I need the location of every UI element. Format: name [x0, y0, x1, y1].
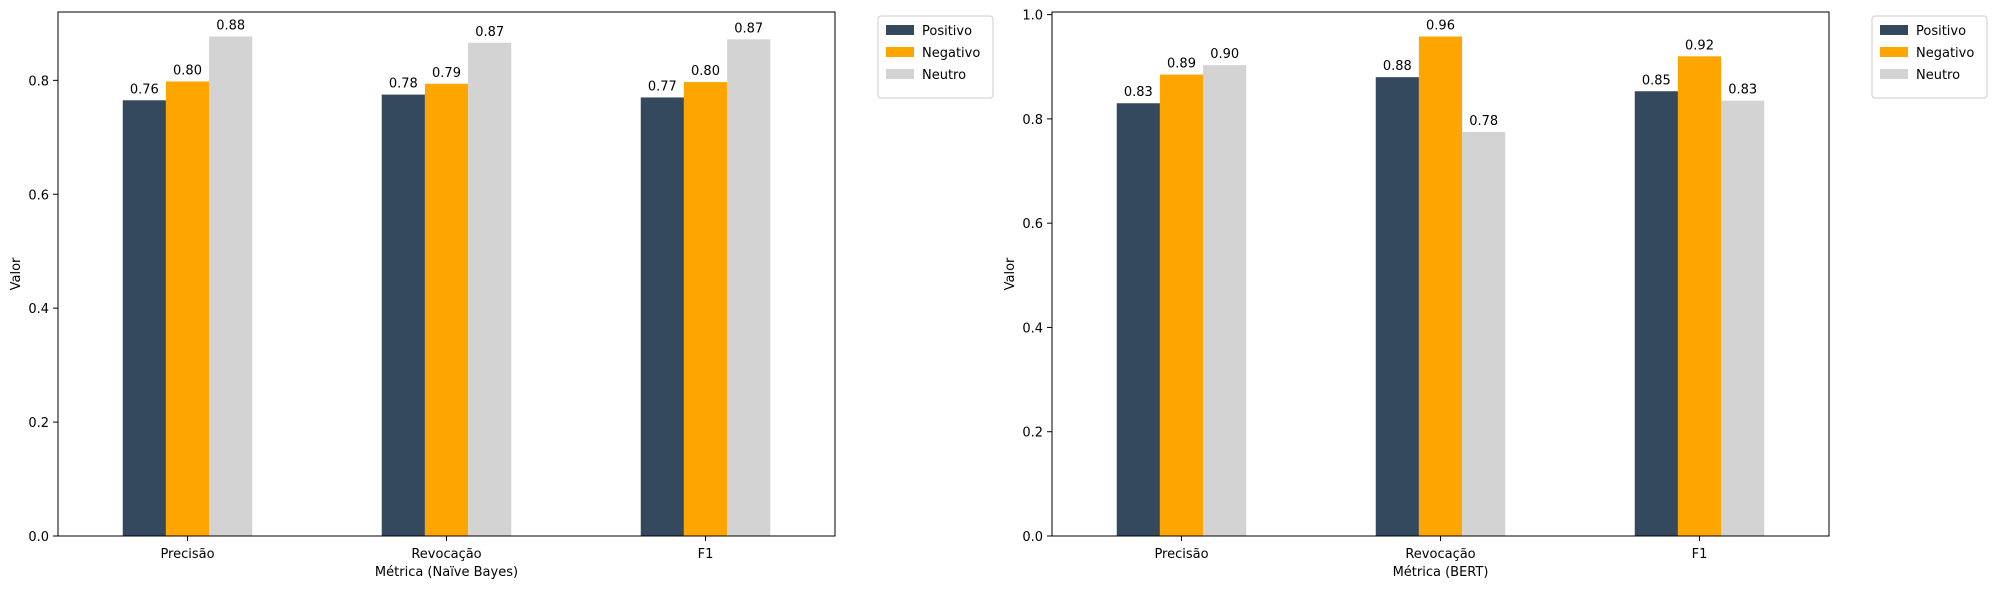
bar-positivo-2	[1375, 77, 1419, 536]
y-tick-label: 0.4	[28, 302, 49, 317]
legend-swatch-positivo	[1880, 25, 1908, 35]
legend-label: Positivo	[1916, 24, 1966, 39]
data-label: 0.78	[1469, 114, 1498, 129]
bar-negativo-2	[1418, 36, 1463, 537]
legend-swatch-neutro	[886, 69, 914, 79]
legend-swatch-negativo	[886, 47, 914, 57]
bar-neutro-3	[1721, 100, 1765, 537]
data-label: 0.87	[734, 21, 763, 36]
bar-negativo-1	[1159, 74, 1204, 536]
legend-label: Negativo	[922, 46, 980, 61]
x-tick-label: Precisão	[1154, 547, 1208, 562]
data-label: 0.87	[475, 25, 504, 40]
data-label: 0.78	[389, 77, 418, 92]
y-tick-label: 0.4	[1022, 321, 1043, 336]
y-axis-label: Valor	[9, 257, 24, 290]
data-label: 0.77	[648, 79, 677, 94]
data-label: 0.88	[216, 18, 245, 33]
data-label: 0.92	[1685, 38, 1714, 53]
x-tick-label: Revocação	[1405, 547, 1475, 562]
x-tick-label: Precisão	[160, 547, 214, 562]
legend-swatch-negativo	[1880, 47, 1908, 57]
data-label: 0.83	[1728, 83, 1757, 98]
bar-neutro-2	[1462, 131, 1506, 536]
data-label: 0.83	[1124, 85, 1153, 100]
data-label: 0.88	[1383, 59, 1412, 74]
data-label: 0.80	[691, 64, 720, 79]
bar-neutro-2	[468, 42, 512, 536]
legend-label: Positivo	[922, 24, 972, 39]
x-tick-label: Revocação	[411, 547, 481, 562]
bar-positivo-1	[1116, 103, 1160, 537]
bar-neutro-1	[1203, 65, 1247, 536]
bar-positivo-1	[122, 100, 166, 537]
y-tick-label: 0.2	[28, 416, 49, 431]
bar-neutro-1	[209, 36, 253, 536]
legend-swatch-neutro	[1880, 69, 1908, 79]
y-tick-label: 0.8	[28, 74, 49, 89]
bar-positivo-2	[381, 94, 425, 536]
legend-label: Negativo	[1916, 46, 1974, 61]
y-tick-label: 1.0	[1022, 9, 1043, 24]
bar-positivo-3	[1634, 91, 1678, 536]
x-tick-label: F1	[1692, 547, 1708, 562]
y-tick-label: 0.6	[28, 188, 49, 203]
x-axis-label: Métrica (BERT)	[1393, 565, 1489, 580]
legend-label: Neutro	[922, 68, 966, 83]
y-tick-label: 0.8	[1022, 113, 1043, 128]
y-tick-label: 0.2	[1022, 426, 1043, 441]
x-tick-label: F1	[698, 547, 714, 562]
y-tick-label: 0.0	[1022, 530, 1043, 545]
bar-neutro-3	[727, 39, 771, 536]
legend-swatch-positivo	[886, 25, 914, 35]
bar-positivo-3	[640, 97, 684, 536]
x-axis-label: Métrica (Naïve Bayes)	[375, 565, 518, 580]
data-label: 0.85	[1642, 73, 1671, 88]
data-label: 0.90	[1210, 47, 1239, 62]
data-label: 0.79	[432, 66, 461, 81]
bar-negativo-2	[424, 83, 469, 536]
data-label: 0.96	[1426, 19, 1455, 34]
bar-negativo-1	[165, 81, 210, 537]
y-tick-label: 0.6	[1022, 217, 1043, 232]
bar-negativo-3	[683, 82, 728, 536]
y-tick-label: 0.0	[28, 530, 49, 545]
legend-label: Neutro	[1916, 68, 1960, 83]
data-label: 0.76	[130, 82, 159, 97]
data-label: 0.89	[1167, 57, 1196, 72]
bar-negativo-3	[1677, 56, 1722, 536]
data-label: 0.80	[173, 63, 202, 78]
y-axis-label: Valor	[1003, 257, 1018, 290]
